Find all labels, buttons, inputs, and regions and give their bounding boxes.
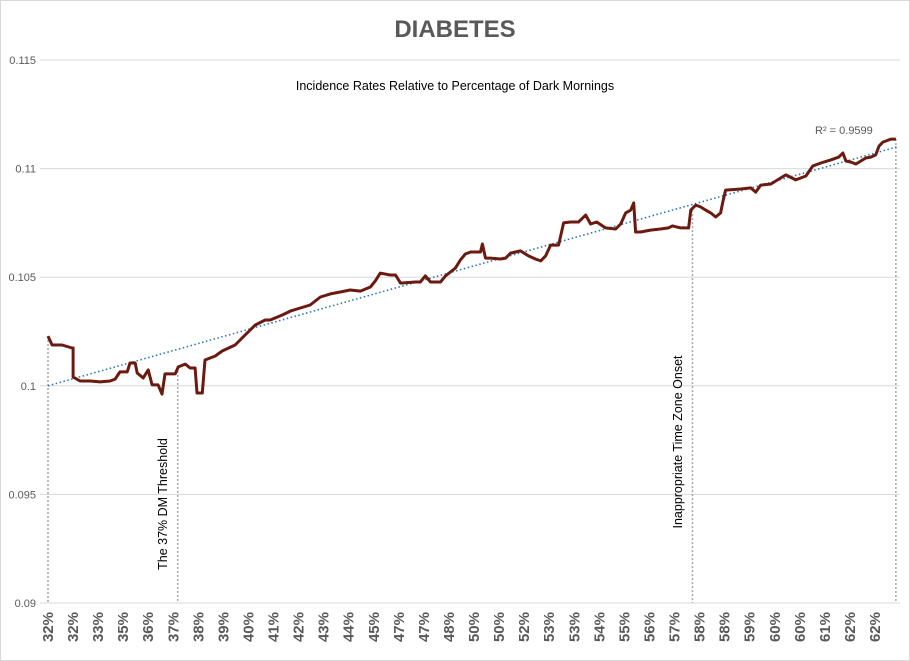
x-tick-label: 59%: [742, 612, 759, 642]
x-tick-label: 45%: [366, 612, 383, 642]
x-tick-label: 62%: [842, 612, 859, 642]
chart-subtitle: Incidence Rates Relative to Percentage o…: [296, 79, 614, 93]
x-tick-label: 37%: [165, 612, 182, 642]
y-tick-label: 0.105: [8, 272, 36, 284]
x-tick-label: 47%: [391, 612, 408, 642]
x-tick-label: 36%: [140, 612, 157, 642]
y-tick-label: 0.09: [15, 598, 36, 610]
x-tick-label: 32%: [65, 612, 82, 642]
x-tick-label: 47%: [416, 612, 433, 642]
annotation-label: Inappropriate Time Zone Onset: [671, 355, 685, 529]
x-tick-label: 50%: [466, 612, 483, 642]
chart-title: DIABETES: [394, 16, 515, 43]
x-tick-label: 38%: [190, 612, 207, 642]
x-tick-label: 33%: [90, 612, 107, 642]
x-tick-label: 50%: [491, 612, 508, 642]
x-tick-label: 39%: [215, 612, 232, 642]
x-tick-label: 42%: [291, 612, 308, 642]
x-tick-label: 61%: [817, 612, 834, 642]
x-tick-label: 56%: [641, 612, 658, 642]
x-tick-label: 35%: [115, 612, 132, 642]
trendline: [47, 146, 898, 387]
x-tick-label: 53%: [541, 612, 558, 642]
y-tick-label: 0.11: [15, 164, 36, 176]
y-tick-label: 0.115: [9, 55, 36, 67]
x-tick-label: 53%: [566, 612, 583, 642]
y-tick-label: 0.095: [8, 489, 36, 501]
x-tick-label: 44%: [341, 612, 358, 642]
annotation-label: The 37% DM Threshold: [156, 438, 170, 570]
x-tick-label: 52%: [516, 612, 533, 642]
x-tick-label: 55%: [616, 612, 633, 642]
x-tick-label: 60%: [792, 612, 809, 642]
x-tick-label: 60%: [767, 612, 784, 642]
x-tick-label: 58%: [717, 612, 734, 642]
series-line: [46, 137, 896, 396]
x-tick-label: 57%: [667, 612, 684, 642]
x-tick-label: 58%: [692, 612, 709, 642]
x-tick-label: 32%: [40, 612, 57, 642]
x-tick-label: 41%: [266, 612, 283, 642]
y-tick-label: 0.1: [21, 381, 36, 393]
x-tick-label: 54%: [591, 612, 608, 642]
x-tick-label: 43%: [316, 612, 333, 642]
x-tick-label: 48%: [441, 612, 458, 642]
r-squared-label: R² = 0.9599: [815, 125, 873, 137]
x-tick-label: 62%: [867, 612, 884, 642]
x-tick-label: 40%: [240, 612, 257, 642]
